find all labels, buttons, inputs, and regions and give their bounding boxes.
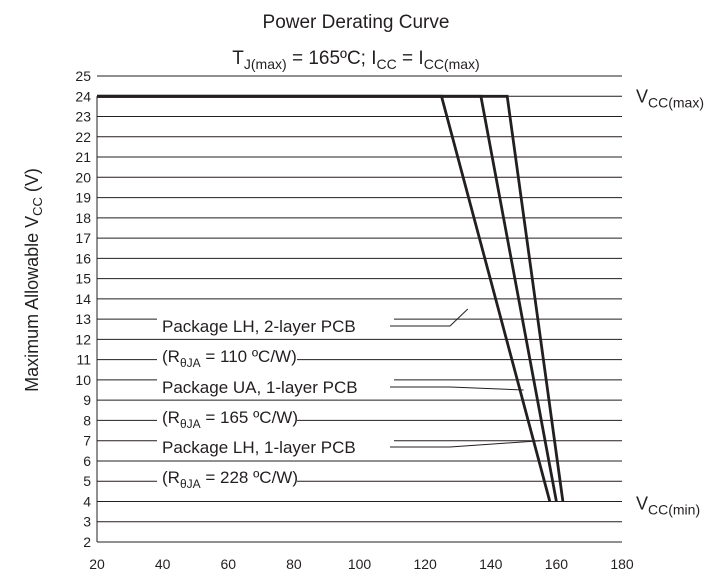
x-tick-label: 20: [89, 556, 105, 572]
subtitle-tj-subscript: J(max): [244, 56, 287, 72]
chart-title: Power Derating Curve: [263, 12, 450, 33]
annotation-package-label: Package LH, 2-layer PCB: [162, 317, 356, 336]
right-label-main: V: [636, 86, 648, 106]
y-axis-label-main: Maximum Allowable V: [22, 216, 42, 392]
y-axis-label-subscript: CC: [30, 197, 45, 216]
subtitle-icc-rest: = I: [397, 48, 424, 69]
x-tick-label: 140: [479, 556, 503, 572]
x-tick-label: 120: [413, 556, 437, 572]
y-tick-label: 11: [76, 352, 91, 368]
annotation-package-label: Package UA, 1-layer PCB: [162, 378, 358, 397]
y-tick-label: 18: [75, 210, 91, 226]
x-axis-ticks: 20 40 60 80 100 120 140 160 180: [89, 556, 634, 572]
annotation-r-value: = 165 ºC/W): [201, 408, 298, 427]
x-tick-label: 40: [155, 556, 171, 572]
y-tick-label: 17: [75, 230, 91, 246]
annotation-pointer: [390, 308, 469, 327]
y-tick-label: 6: [83, 453, 91, 469]
y-tick-label: 22: [75, 129, 91, 145]
annotation-r-value: = 228 ºC/W): [201, 468, 298, 487]
chart-grid: [96, 75, 622, 543]
y-tick-label: 8: [83, 412, 91, 428]
annotation-r-symbol: (R: [162, 408, 180, 427]
chart-series: [97, 94, 565, 502]
y-tick-label: 14: [75, 291, 91, 307]
annotation-package-label: Package LH, 1-layer PCB: [162, 438, 356, 457]
y-tick-label: 2: [83, 534, 91, 550]
y-tick-label: 3: [83, 514, 91, 530]
y-tick-label: 19: [75, 190, 91, 206]
y-tick-label: 25: [75, 68, 91, 84]
x-tick-label: 80: [286, 556, 302, 572]
x-tick-label: 160: [545, 556, 569, 572]
x-tick-label: 180: [610, 556, 634, 572]
y-tick-label: 16: [75, 250, 91, 266]
subtitle-tj-rest: = 165ºC; I: [287, 48, 377, 69]
annotation-pointer: [390, 440, 541, 448]
subtitle-iccmax-subscript: CC(max): [424, 56, 480, 72]
y-axis-label: Maximum Allowable VCC (V): [22, 168, 45, 392]
annotation-r-symbol: (R: [162, 347, 180, 366]
annotation-pointer: [390, 386, 524, 391]
y-tick-label: 20: [75, 169, 91, 185]
annotation-thermal-resistance: (RθJA = 110 ºC/W): [162, 347, 297, 370]
right-side-labels: VCC(max)VCC(min): [636, 86, 704, 517]
right-label: VCC(max): [636, 86, 704, 110]
right-label-main: V: [636, 493, 648, 513]
right-label: VCC(min): [636, 493, 700, 517]
y-tick-label: 15: [75, 271, 91, 287]
y-tick-label: 9: [83, 392, 91, 408]
annotation-r-symbol: (R: [162, 468, 180, 487]
annotation-r-subscript: θJA: [180, 417, 201, 431]
annotation-r-subscript: θJA: [180, 356, 201, 370]
series-line: [97, 94, 552, 502]
x-tick-label: 60: [220, 556, 236, 572]
annotation-r-value: = 110 ºC/W): [201, 347, 297, 366]
chart-annotations: Package LH, 2-layer PCB(RθJA = 110 ºC/W)…: [162, 308, 541, 491]
y-tick-label: 5: [83, 473, 91, 489]
y-tick-label: 4: [83, 493, 91, 509]
y-tick-label: 7: [83, 433, 91, 449]
y-tick-label: 21: [75, 149, 91, 165]
right-label-subscript: CC(min): [648, 501, 700, 517]
y-tick-label: 23: [75, 109, 91, 125]
subtitle-icc-subscript: CC: [377, 56, 397, 72]
y-tick-label: 12: [75, 331, 91, 347]
x-tick-label: 100: [348, 556, 372, 572]
y-tick-label: 10: [75, 372, 91, 388]
annotation-thermal-resistance: (RθJA = 165 ºC/W): [162, 408, 298, 431]
y-tick-label: 24: [75, 88, 91, 104]
annotation-thermal-resistance: (RθJA = 228 ºC/W): [162, 468, 298, 491]
chart-subtitle: TJ(max) = 165ºC; ICC = ICC(max): [232, 48, 479, 72]
y-axis-label-unit: (V): [22, 168, 42, 197]
annotation-r-subscript: θJA: [180, 477, 201, 491]
subtitle-tj-symbol: T: [232, 48, 244, 69]
right-label-subscript: CC(max): [648, 94, 704, 110]
y-tick-label: 13: [75, 311, 91, 327]
